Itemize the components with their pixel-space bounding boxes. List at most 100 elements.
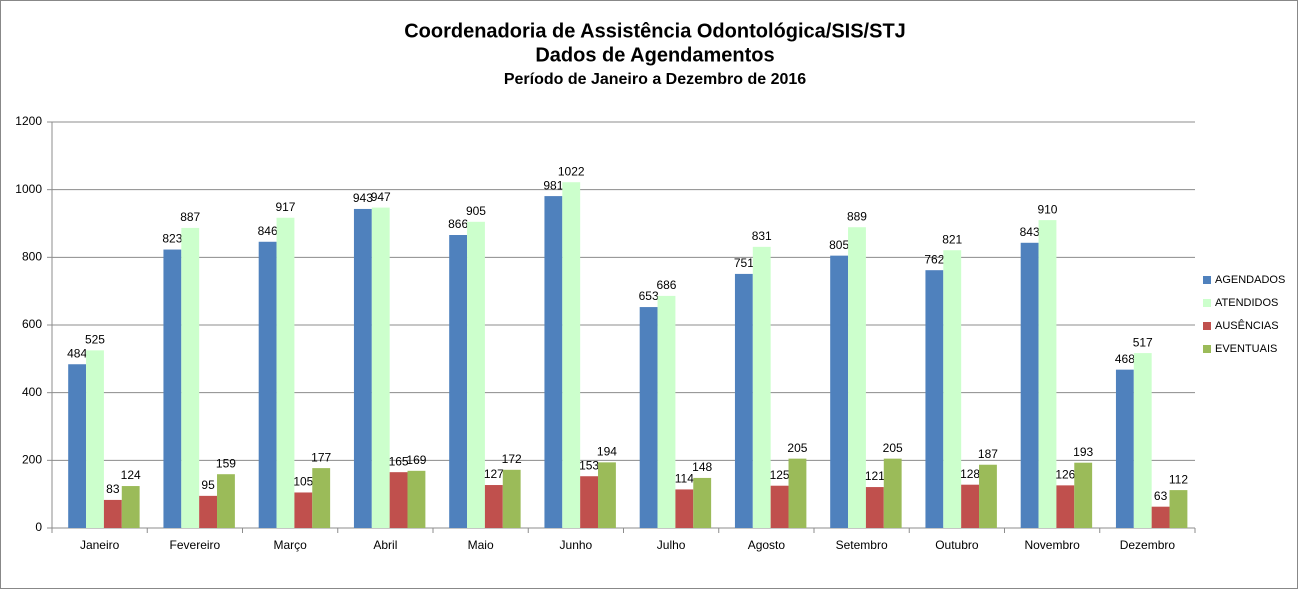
bar [1074, 462, 1093, 528]
bar [1115, 369, 1134, 528]
data-label: 1022 [558, 164, 585, 178]
data-label: 63 [1154, 489, 1168, 503]
legend-swatch [1203, 299, 1211, 307]
data-label: 517 [1133, 335, 1153, 349]
data-label: 193 [1073, 445, 1093, 459]
bar [371, 207, 390, 528]
x-tick-label: Agosto [748, 538, 786, 552]
data-label: 917 [275, 200, 295, 214]
bar [1020, 242, 1039, 528]
bar [580, 476, 599, 528]
data-label: 887 [180, 210, 200, 224]
data-label: 889 [847, 209, 867, 223]
bar [657, 295, 676, 528]
bar [830, 255, 849, 528]
y-tick-label: 400 [22, 385, 42, 399]
data-label: 762 [924, 252, 944, 266]
bar [943, 250, 962, 528]
data-label: 169 [406, 453, 426, 467]
bar [675, 489, 694, 528]
bar [389, 472, 408, 528]
bar [865, 487, 884, 528]
bar [788, 458, 807, 528]
bar [883, 458, 902, 528]
data-label: 83 [106, 482, 120, 496]
data-label: 943 [353, 191, 373, 205]
bar [258, 241, 277, 528]
legend-swatch [1203, 276, 1211, 284]
data-label: 112 [1169, 472, 1188, 486]
data-label: 468 [1115, 352, 1135, 366]
bar [86, 350, 104, 528]
data-label: 165 [389, 454, 409, 468]
bar [770, 485, 789, 528]
y-tick-label: 1200 [15, 114, 42, 128]
data-label: 525 [85, 333, 105, 347]
bar [848, 227, 866, 528]
data-label: 843 [1020, 225, 1040, 239]
x-tick-label: Fevereiro [170, 538, 221, 552]
bar [752, 246, 771, 528]
bar [181, 227, 200, 529]
bar [693, 477, 712, 528]
bar [734, 273, 753, 528]
chart-subtitle: Dados de Agendamentos [535, 44, 774, 66]
bar [467, 221, 485, 528]
bar [312, 468, 331, 528]
data-label: 686 [656, 278, 676, 292]
data-label: 653 [639, 289, 659, 303]
y-tick-label: 600 [22, 317, 42, 331]
data-label: 823 [162, 232, 182, 246]
y-tick-label: 0 [35, 520, 42, 534]
data-label: 159 [216, 456, 236, 470]
data-label: 177 [311, 450, 331, 464]
x-tick-label: Abril [373, 538, 397, 552]
bar [1038, 220, 1057, 528]
data-label: 866 [448, 217, 468, 231]
bar [1056, 485, 1075, 528]
bar [276, 217, 295, 528]
legend-label: ATENDIDOS [1215, 297, 1278, 309]
data-label: 127 [484, 467, 504, 481]
data-label: 905 [466, 204, 486, 218]
legend-swatch [1203, 345, 1211, 353]
data-label: 846 [258, 224, 278, 238]
x-tick-label: Setembro [836, 538, 888, 552]
data-label: 128 [960, 467, 980, 481]
data-label: 910 [1037, 202, 1057, 216]
bar [1169, 490, 1188, 528]
data-label: 194 [597, 445, 617, 459]
data-label: 172 [502, 452, 522, 466]
data-label: 126 [1055, 468, 1075, 482]
bar [121, 486, 140, 528]
data-label: 751 [734, 256, 754, 270]
bar [484, 485, 503, 528]
bar [979, 464, 997, 528]
bar [598, 462, 616, 528]
bar [925, 270, 944, 528]
data-label: 153 [579, 458, 599, 472]
x-tick-label: Janeiro [80, 538, 120, 552]
legend-label: EVENTUAIS [1215, 343, 1277, 355]
y-tick-label: 200 [22, 453, 42, 467]
data-label: 831 [752, 229, 772, 243]
data-label: 121 [865, 469, 885, 483]
data-label: 947 [371, 190, 391, 204]
x-tick-label: Dezembro [1120, 538, 1176, 552]
bar [1151, 506, 1170, 528]
data-label: 187 [978, 447, 998, 461]
x-tick-label: Março [273, 538, 307, 552]
bar [199, 495, 218, 528]
data-label: 125 [770, 468, 790, 482]
x-tick-label: Junho [560, 538, 593, 552]
legend-label: AUSÊNCIAS [1215, 319, 1279, 332]
data-label: 95 [201, 478, 215, 492]
data-label: 981 [543, 178, 563, 192]
bar [163, 249, 182, 528]
bar [68, 364, 87, 528]
x-tick-label: Maio [468, 538, 494, 552]
data-label: 205 [883, 441, 903, 455]
bar [217, 474, 235, 528]
bar [1133, 353, 1152, 528]
data-label: 805 [829, 238, 849, 252]
